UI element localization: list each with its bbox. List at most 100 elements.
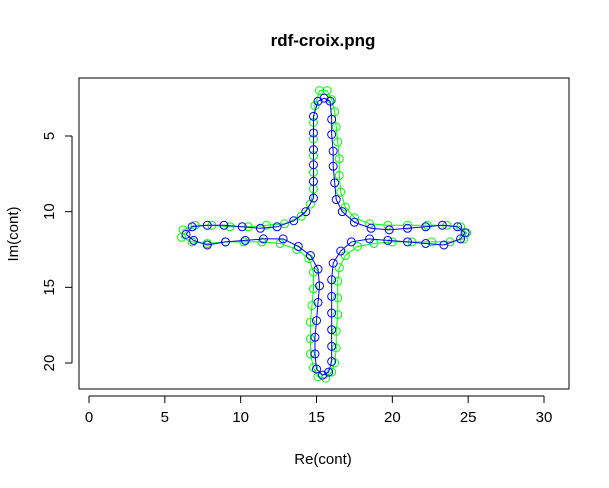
- data-point: [346, 237, 356, 247]
- data-point: [308, 160, 318, 170]
- data-point: [327, 341, 337, 351]
- data-point: [337, 207, 347, 217]
- data-point: [330, 178, 340, 188]
- x-tick-label: 30: [536, 409, 553, 426]
- data-point: [189, 235, 199, 245]
- data-point: [331, 195, 341, 205]
- data-point: [313, 96, 323, 106]
- data-point: [336, 246, 346, 256]
- data-point: [219, 220, 229, 230]
- data-point: [327, 325, 337, 335]
- data-point: [239, 237, 249, 247]
- data-point: [293, 241, 303, 251]
- x-tick-label: 25: [460, 409, 477, 426]
- data-point: [310, 332, 320, 342]
- data-point: [387, 237, 397, 247]
- data-point: [313, 297, 323, 307]
- chart-title: rdf-croix.png: [271, 31, 376, 50]
- data-point: [421, 238, 431, 248]
- x-tick-label: 0: [85, 409, 93, 426]
- data-point: [331, 343, 341, 353]
- data-point: [308, 193, 318, 203]
- data-point: [453, 222, 463, 232]
- series-line: [185, 97, 466, 376]
- data-point: [258, 234, 268, 244]
- data-point: [278, 234, 288, 244]
- y-axis-label: Im(cont): [5, 206, 22, 261]
- data-point: [334, 154, 344, 164]
- data-point: [308, 284, 318, 294]
- data-point: [261, 220, 271, 230]
- data-point: [427, 237, 437, 247]
- data-point: [310, 349, 320, 359]
- series-1: [181, 93, 470, 380]
- data-point: [305, 317, 315, 327]
- data-point: [331, 326, 341, 336]
- data-point: [307, 300, 317, 310]
- data-point: [460, 228, 470, 238]
- data-point: [327, 129, 337, 139]
- data-point: [445, 237, 455, 247]
- data-point: [324, 367, 334, 377]
- plot-frame: [78, 77, 570, 390]
- data-point: [422, 220, 432, 230]
- data-point: [308, 176, 318, 186]
- data-point: [315, 281, 325, 291]
- y-tick-label: 5: [41, 132, 58, 140]
- data-point: [331, 122, 341, 132]
- data-point: [334, 170, 344, 180]
- data-point: [301, 207, 311, 217]
- data-point: [383, 235, 393, 245]
- x-tick-label: 5: [161, 409, 169, 426]
- series-layer: [177, 86, 472, 383]
- x-tick-label: 10: [232, 409, 249, 426]
- data-point: [366, 223, 376, 233]
- data-point: [289, 216, 299, 226]
- data-point: [333, 137, 343, 147]
- data-point: [333, 293, 343, 303]
- data-point: [325, 96, 335, 106]
- data-point: [403, 220, 412, 230]
- data-point: [187, 222, 197, 232]
- data-point: [272, 222, 282, 232]
- data-point: [328, 146, 338, 156]
- data-point: [327, 291, 337, 301]
- data-point: [437, 220, 447, 230]
- data-point: [202, 240, 212, 250]
- data-point: [305, 349, 315, 359]
- series-0: [177, 86, 472, 383]
- data-point: [305, 334, 315, 344]
- x-tick-label: 15: [308, 409, 325, 426]
- data-point: [187, 237, 197, 247]
- x-tick-label: 20: [384, 409, 401, 426]
- data-point: [327, 114, 337, 124]
- y-tick-label: 15: [41, 279, 58, 296]
- data-point: [312, 316, 321, 326]
- data-point: [318, 370, 328, 380]
- data-point: [308, 145, 318, 155]
- data-point: [237, 222, 247, 232]
- data-point: [328, 258, 338, 268]
- data-point: [439, 240, 449, 250]
- data-point: [421, 222, 431, 232]
- y-tick-label: 20: [41, 355, 58, 372]
- data-point: [240, 235, 250, 245]
- data-point: [305, 199, 315, 209]
- data-point: [296, 211, 306, 221]
- data-point: [334, 263, 344, 273]
- data-point: [221, 237, 230, 247]
- data-point: [365, 234, 375, 244]
- data-point: [403, 223, 412, 233]
- data-point: [340, 202, 350, 212]
- data-point: [308, 267, 318, 277]
- data-point: [308, 128, 318, 138]
- x-axis-label: Re(cont): [294, 451, 352, 468]
- data-point: [181, 229, 191, 239]
- data-point: [255, 223, 265, 233]
- data-point: [384, 225, 394, 235]
- data-point: [349, 217, 359, 227]
- data-point: [333, 310, 343, 320]
- data-point: [202, 220, 212, 230]
- y-axis: 5 10 15 20: [41, 132, 73, 372]
